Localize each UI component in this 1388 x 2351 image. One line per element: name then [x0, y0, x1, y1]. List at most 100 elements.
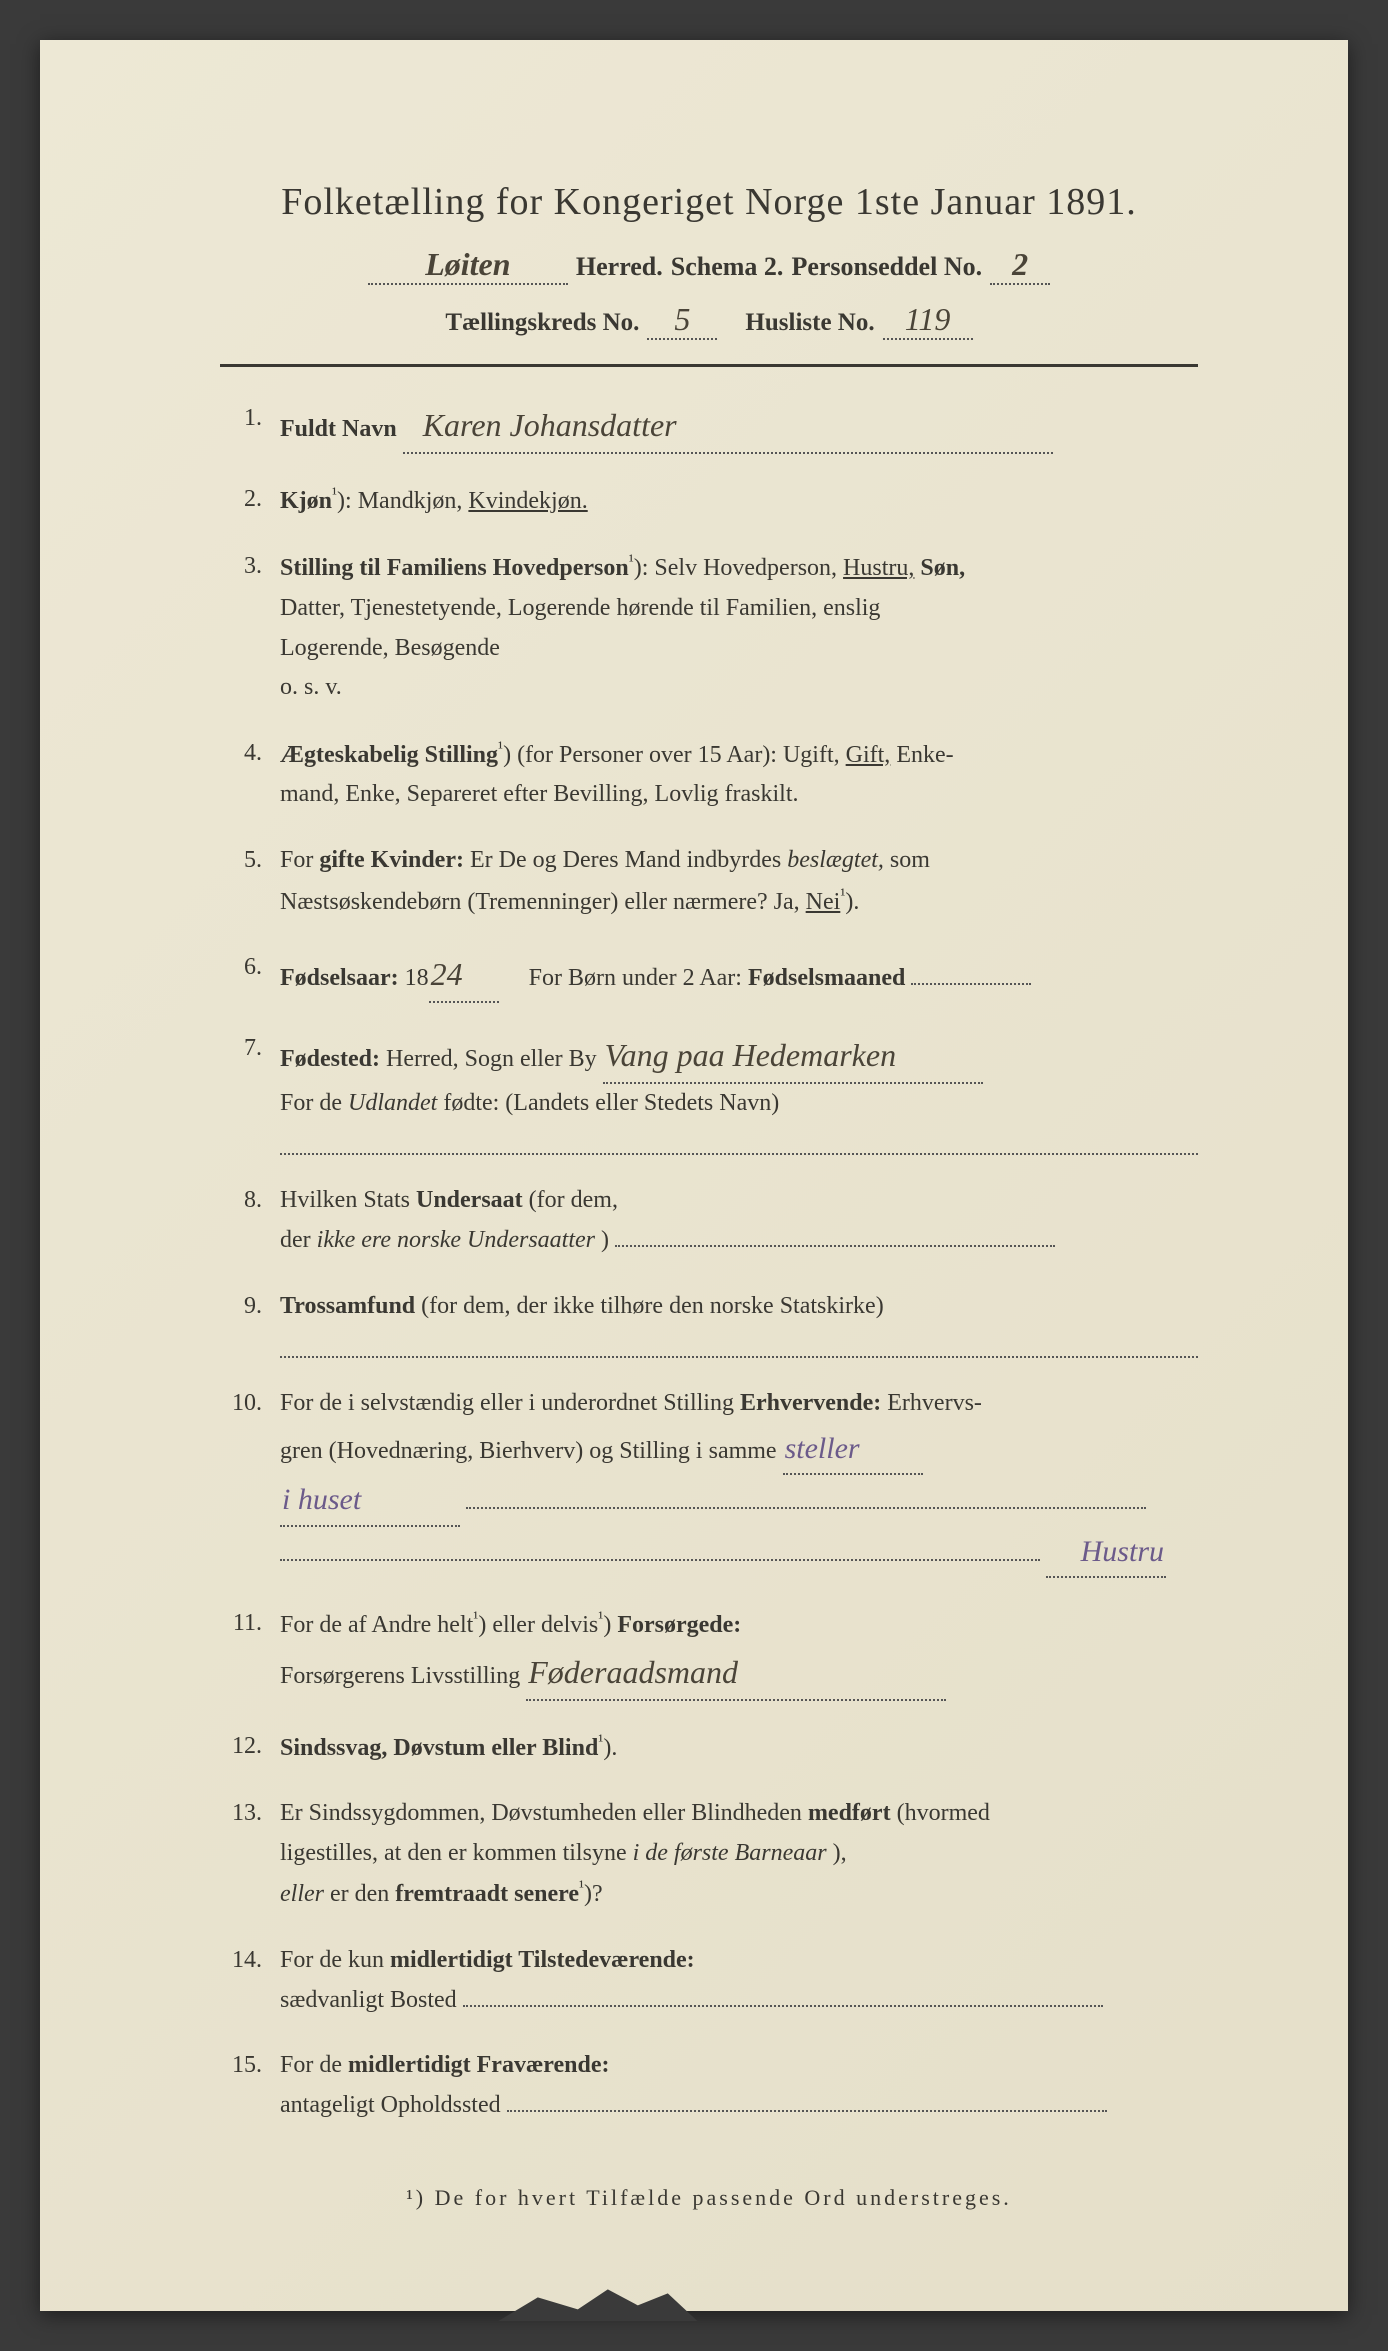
item-body: Fødested: Herred, Sogn eller By Vang paa… — [280, 1029, 1198, 1155]
sup: ¹ — [498, 738, 503, 757]
text: For de i selvstændig eller i underordnet… — [280, 1390, 740, 1416]
text: mand, Enke, Separeret efter Bevilling, L… — [280, 781, 799, 807]
item-num: 6. — [220, 948, 280, 1003]
text: er den — [330, 1881, 395, 1907]
year-prefix: 18 — [405, 965, 429, 991]
occupation-value-1: steller — [783, 1424, 923, 1476]
footnote: ¹) De for hvert Tilfælde passende Ord un… — [220, 2185, 1198, 2211]
bold: medført — [808, 1800, 891, 1826]
item-body: Trossamfund (for dem, der ikke tilhøre d… — [280, 1287, 1198, 1359]
bold: midlertidigt Fraværende: — [348, 2052, 610, 2078]
item-num: 13. — [220, 1794, 280, 1915]
item-body: For gifte Kvinder: Er De og Deres Mand i… — [280, 841, 1198, 922]
personseddel-label: Personseddel No. — [791, 252, 982, 282]
italic: i de første Barneaar — [633, 1840, 827, 1866]
italic: beslægtet, — [787, 847, 884, 873]
text: Er Sindssygdommen, Døvstumheden eller Bl… — [280, 1800, 808, 1826]
text: som — [890, 847, 930, 873]
provider-value: Føderaadsmand — [526, 1646, 946, 1701]
item-num: 12. — [220, 1727, 280, 1769]
item-3: 3. Stilling til Familiens Hovedperson¹):… — [220, 547, 1198, 707]
item-6: 6. Fødselsaar: 1824 For Børn under 2 Aar… — [220, 948, 1198, 1003]
religion-value — [280, 1330, 1198, 1358]
italic: ikke ere norske Undersaatter — [317, 1227, 595, 1253]
italic: Udlandet — [348, 1090, 437, 1116]
foreign-value — [280, 1127, 1198, 1155]
item-13: 13. Er Sindssygdommen, Døvstumheden elle… — [220, 1794, 1198, 1915]
text: Erhvervs- — [887, 1390, 982, 1416]
item-1: 1. Fuldt Navn Karen Johansdatter — [220, 399, 1198, 454]
item-body: Sindssvag, Døvstum eller Blind¹). — [280, 1727, 1198, 1769]
sup: ¹ — [473, 1608, 478, 1627]
sup: ¹ — [598, 1731, 603, 1750]
italic: eller — [280, 1881, 324, 1907]
page-tear — [498, 2281, 698, 2321]
header-divider — [220, 364, 1198, 367]
year-value: 24 — [429, 948, 499, 1003]
text: gren (Hovednæring, Bierhverv) og Stillin… — [280, 1438, 777, 1464]
text: ) — [601, 1227, 609, 1253]
census-form-page: Folketælling for Kongeriget Norge 1ste J… — [40, 40, 1348, 2311]
text: For de — [280, 2052, 348, 2078]
item-body: Fødselsaar: 1824 For Børn under 2 Aar: F… — [280, 948, 1198, 1003]
text: ligestilles, at den er kommen tilsyne — [280, 1840, 633, 1866]
item-body: Fuldt Navn Karen Johansdatter — [280, 399, 1198, 454]
form-header: Folketælling for Kongeriget Norge 1ste J… — [220, 180, 1198, 340]
blank-line — [280, 1559, 1040, 1561]
subtitle-row-2: Tællingskreds No. 5 Husliste No. 119 — [220, 301, 1198, 340]
text: Søn, — [920, 555, 965, 581]
label: Forsørgede: — [617, 1612, 741, 1638]
item-num: 5. — [220, 841, 280, 922]
herred-value: Løiten — [368, 246, 568, 285]
item-num: 15. — [220, 2046, 280, 2125]
item-num: 11. — [220, 1604, 280, 1700]
item-9: 9. Trossamfund (for dem, der ikke tilhør… — [220, 1287, 1198, 1359]
item-8: 8. Hvilken Stats Undersaat (for dem, der… — [220, 1181, 1198, 1260]
item-2: 2. Kjøn¹): Mandkjøn, Kvindekjøn. — [220, 480, 1198, 522]
item-14: 14. For de kun midlertidigt Tilstedevære… — [220, 1941, 1198, 2020]
item-body: Stilling til Familiens Hovedperson¹): Se… — [280, 547, 1198, 707]
item-12: 12. Sindssvag, Døvstum eller Blind¹). — [220, 1727, 1198, 1769]
item-num: 9. — [220, 1287, 280, 1359]
item-15: 15. For de midlertidigt Fraværende: anta… — [220, 2046, 1198, 2125]
selected: Nei — [806, 889, 841, 915]
text: o. s. v. — [280, 674, 342, 700]
item-body: For de i selvstændig eller i underordnet… — [280, 1384, 1198, 1578]
text: Enke- — [896, 742, 953, 768]
personseddel-value: 2 — [990, 246, 1050, 285]
text: eller delvis — [492, 1612, 598, 1638]
label: Kjøn — [280, 488, 332, 514]
label: gifte Kvinder: — [319, 847, 464, 873]
item-body: Er Sindssygdommen, Døvstumheden eller Bl… — [280, 1794, 1198, 1915]
text: Logerende, Besøgende — [280, 635, 500, 661]
label: Stilling til Familiens Hovedperson — [280, 555, 629, 581]
text: For de af Andre helt — [280, 1612, 473, 1638]
item-num: 3. — [220, 547, 280, 707]
text: (hvormed — [897, 1800, 990, 1826]
label: Undersaat — [416, 1187, 523, 1213]
text: ), — [833, 1840, 847, 1866]
text: For — [280, 847, 319, 873]
text: For Børn under 2 Aar: — [529, 965, 748, 991]
text: der — [280, 1227, 317, 1253]
label2: Fødselsmaaned — [748, 965, 905, 991]
birthplace-value: Vang paa Hedemarken — [603, 1029, 983, 1084]
item-num: 14. — [220, 1941, 280, 2020]
item-4: 4. Ægteskabelig Stilling¹) (for Personer… — [220, 734, 1198, 815]
item-body: For de midlertidigt Fraværende: antageli… — [280, 2046, 1198, 2125]
item-num: 8. — [220, 1181, 280, 1260]
text: Herred, Sogn eller By — [386, 1046, 597, 1072]
selected: Kvindekjøn. — [468, 488, 587, 514]
item-7: 7. Fødested: Herred, Sogn eller By Vang … — [220, 1029, 1198, 1155]
label: Fødested: — [280, 1046, 380, 1072]
label: Fuldt Navn — [280, 416, 397, 442]
sup: ¹ — [579, 1877, 584, 1896]
text: Mandkjøn, — [358, 488, 469, 514]
text: (for dem, der ikke tilhøre den norske St… — [421, 1293, 884, 1319]
label: Sindssvag, Døvstum eller Blind — [280, 1735, 598, 1761]
item-body: Kjøn¹): Mandkjøn, Kvindekjøn. — [280, 480, 1198, 522]
item-num: 10. — [220, 1384, 280, 1578]
subtitle-row-1: Løiten Herred. Schema 2. Personseddel No… — [220, 246, 1198, 285]
text: Hvilken Stats — [280, 1187, 416, 1213]
text: (for dem, — [529, 1187, 618, 1213]
